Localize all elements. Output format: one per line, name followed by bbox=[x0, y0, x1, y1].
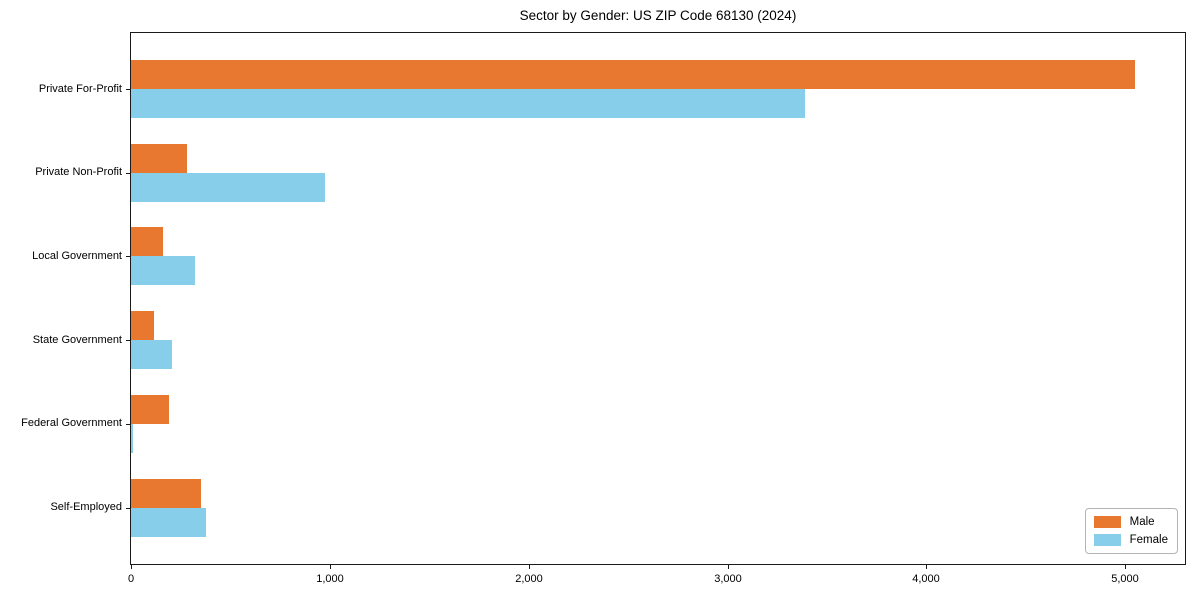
legend-swatch-female bbox=[1093, 534, 1121, 546]
plot-area: Male Female bbox=[130, 32, 1186, 565]
legend-swatch-male bbox=[1093, 516, 1121, 528]
legend-label-female: Female bbox=[1129, 534, 1168, 546]
x-tick-0 bbox=[131, 565, 132, 569]
y-label-state-government: State Government bbox=[32, 333, 122, 346]
y-label-local-government: Local Government bbox=[32, 249, 122, 262]
y-tick-private-for-profit bbox=[126, 89, 130, 90]
x-tick-1000 bbox=[330, 565, 331, 569]
y-tick-state-government bbox=[126, 340, 130, 342]
x-tick-label-4000: 4,000 bbox=[912, 573, 940, 585]
legend: Male Female bbox=[1084, 508, 1178, 554]
bar-female-federal-government bbox=[131, 423, 133, 453]
x-tick-label-2000: 2,000 bbox=[515, 573, 543, 585]
x-tick-label-0: 0 bbox=[127, 573, 135, 585]
x-tick-label-1000: 1,000 bbox=[316, 573, 344, 585]
bar-female-self-employed bbox=[131, 507, 206, 537]
y-label-private-for-profit: Private For-Profit bbox=[38, 82, 122, 95]
x-tick-2000 bbox=[529, 565, 530, 569]
legend-entry-male: Male bbox=[1093, 516, 1168, 528]
y-tick-federal-government bbox=[126, 423, 130, 425]
legend-entry-female: Female bbox=[1093, 534, 1168, 546]
x-tick-4000 bbox=[926, 565, 927, 569]
x-tick-label-3000: 3,000 bbox=[714, 573, 742, 585]
bar-male-local-government bbox=[131, 227, 163, 257]
bar-female-local-government bbox=[131, 256, 195, 286]
bar-female-private-non-profit bbox=[131, 172, 325, 202]
bar-female-state-government bbox=[131, 340, 172, 370]
chart-title: Sector by Gender: US ZIP Code 68130 (202… bbox=[519, 8, 797, 23]
x-tick-label-5000: 5,000 bbox=[1111, 573, 1139, 585]
y-label-self-employed: Self-Employed bbox=[50, 501, 122, 514]
bar-female-private-for-profit bbox=[131, 89, 805, 118]
bar-male-federal-government bbox=[131, 394, 169, 424]
y-label-private-non-profit: Private Non-Profit bbox=[35, 166, 122, 179]
y-tick-self-employed bbox=[126, 507, 130, 509]
bar-male-private-non-profit bbox=[131, 143, 187, 173]
bar-male-self-employed bbox=[131, 478, 201, 508]
y-tick-private-non-profit bbox=[126, 172, 130, 174]
y-tick-local-government bbox=[126, 256, 130, 258]
bar-male-state-government bbox=[131, 311, 154, 341]
x-tick-3000 bbox=[728, 565, 729, 569]
bar-male-private-for-profit bbox=[131, 60, 1135, 89]
y-label-federal-government: Federal Government bbox=[21, 417, 122, 430]
x-tick-5000 bbox=[1125, 565, 1126, 569]
legend-label-male: Male bbox=[1129, 516, 1155, 528]
